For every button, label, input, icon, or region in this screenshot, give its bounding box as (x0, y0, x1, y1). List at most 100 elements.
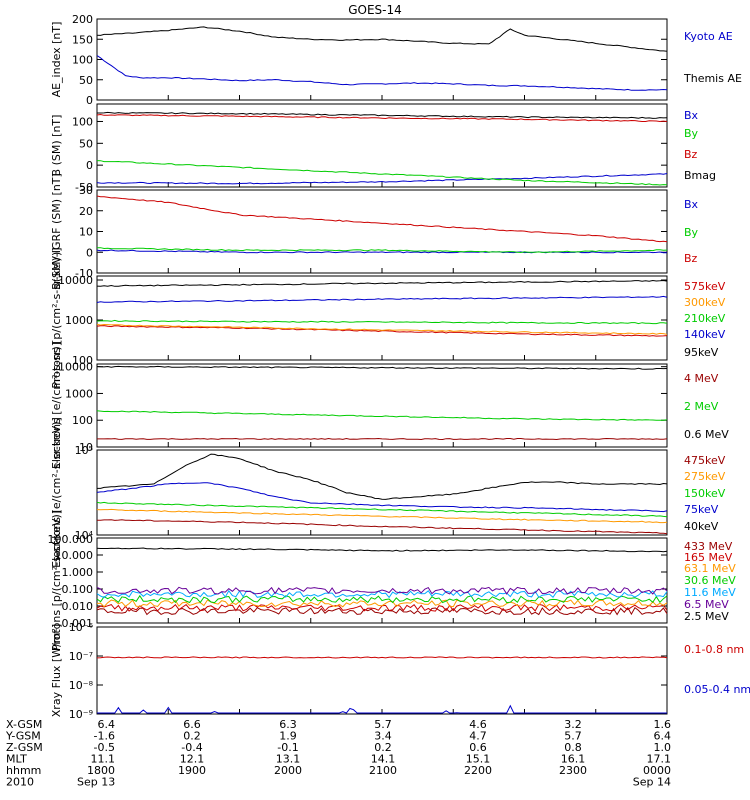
y-axis-label: Protons [p/(cm²-s-sr-keV)] (50, 247, 63, 388)
series-line-by (96, 160, 668, 186)
legend-label: 30.6 MeV (684, 574, 736, 587)
x-axis-value: 12.1 (180, 753, 205, 766)
x-axis-value: -0.4 (181, 741, 202, 754)
series-line-63-1-mev (96, 599, 668, 608)
series-line-0-6-mev (96, 365, 668, 370)
y-tick-label: 0 (86, 159, 93, 172)
y-tick-label: 0.100 (62, 583, 94, 596)
series-line-6-5-mev (96, 586, 668, 595)
x-axis-value: 2300 (559, 764, 587, 777)
x-axis-value: 14.1 (371, 753, 396, 766)
legend-label: 4 MeV (684, 372, 719, 385)
y-tick-label: 1.000 (62, 566, 94, 579)
y-tick-label: 100 (72, 354, 93, 367)
legend-label: Bx (684, 198, 699, 211)
panel-7: 10.000 1.000 0.100 0.010 0.001 100.000Protons… (48, 510, 737, 651)
x-axis-value: 0.8 (564, 741, 582, 754)
plot-title: GOES-14 (348, 3, 402, 17)
y-axis-label: AE_index [nT] (50, 22, 63, 98)
series-line-40kev (97, 453, 668, 500)
x-axis-value: 6.3 (279, 718, 297, 731)
y-tick-label: 10 (79, 441, 93, 454)
legend-label: 6.5 MeV (684, 598, 729, 611)
y-tick-label: 10 (79, 226, 93, 239)
x-axis-value: -0.1 (277, 741, 298, 754)
series-line-themis-ae (96, 26, 668, 52)
panel-3: 30 20 10 0 -10 B(SM)-IGRF (SM) [nT] Bx By Bz (50, 173, 699, 290)
y-tick-label: 0.010 (62, 600, 94, 613)
series-line-bz (96, 195, 668, 243)
x-axis-value: 1.9 (279, 730, 297, 743)
y-tick-label: 10000 (58, 274, 93, 287)
x-axis-table: X-GSM 6.4 6.6 6.3 5.7 4.6 3.2 1.6 Y-GSM -1.6 0.2 1.… (5, 718, 671, 789)
x-axis-value: 16.1 (561, 753, 586, 766)
y-axis-label: Xray Flux [W/m²] (50, 624, 63, 717)
y-tick-label: 10⁻⁶ (69, 621, 94, 634)
legend-label: 433 MeV (684, 540, 733, 553)
x-axis-value: 6.4 (98, 718, 116, 731)
panel-frame (96, 275, 668, 361)
series-line-275kev (96, 508, 668, 524)
legend-label: 2 MeV (684, 400, 719, 413)
x-axis-value: 5.7 (374, 718, 392, 731)
legend-label: 575keV (684, 280, 726, 293)
series-line-30-6-mev (96, 594, 668, 604)
x-axis-value: 0000 (643, 764, 671, 777)
panel-2: 100 50 0 -50 B (SM) [nT] Bx By Bz Bmag (50, 103, 716, 194)
x-axis-row-label: hhmm (6, 764, 41, 777)
legend-label: 95keV (684, 346, 719, 359)
x-axis-value: 1900 (178, 764, 206, 777)
y-axis-label: B (SM) [nT] (50, 115, 63, 177)
x-axis-value: 1.6 (654, 718, 672, 731)
series-line-bmag (97, 111, 668, 119)
y-tick-label: 50 (79, 74, 93, 87)
x-axis-row-label: Z-GSM (6, 741, 43, 754)
y-tick-label: 100.000 (48, 533, 94, 546)
x-axis-value: 4.6 (469, 718, 487, 731)
legend-label: 300keV (684, 296, 726, 309)
legend-label: 0.1-0.8 nm (684, 643, 744, 656)
legend-label: By (684, 226, 699, 239)
y-tick-label: 1000 (65, 387, 93, 400)
x-axis-row-label: Y-GSM (5, 730, 41, 743)
y-tick-label: 10⁻⁸ (69, 679, 94, 692)
legend-label: 140keV (684, 328, 726, 341)
series-line-300kev (96, 323, 668, 335)
y-tick-label: 10000 (58, 361, 93, 374)
x-axis-value: 17.1 (647, 753, 672, 766)
x-axis-value: 6.4 (654, 730, 672, 743)
x-axis-value: 4.7 (469, 730, 487, 743)
legend-label: Themis AE (683, 72, 742, 85)
x-axis-value: Sep 14 (633, 776, 671, 789)
legend-label: 2.5 MeV (684, 610, 729, 623)
x-axis-value: 0.2 (183, 730, 201, 743)
legend-label: 11.6 MeV (684, 586, 736, 599)
y-tick-label: -10 (75, 267, 93, 280)
series-line-0-05-0-4-nm (97, 704, 667, 714)
series-line-by (97, 247, 668, 254)
y-tick-label: 10⁵ (75, 444, 93, 457)
y-tick-label: 200 (72, 13, 93, 26)
y-axis-label: Electrons [e/(cm²-s-sr)] (50, 342, 63, 469)
x-axis-value: 0.6 (469, 741, 487, 754)
legend-label: Bz (684, 148, 698, 161)
y-tick-label: 10⁻⁷ (69, 650, 93, 663)
series-line-bx (96, 173, 668, 185)
x-axis-row-label: X-GSM (6, 718, 42, 731)
y-tick-label: 0 (86, 94, 93, 107)
y-tick-label: 30 (79, 184, 93, 197)
y-tick-label: -50 (75, 181, 93, 194)
x-axis-value: 13.1 (276, 753, 301, 766)
x-axis-value: 3.4 (374, 730, 392, 743)
x-axis-value: 1800 (87, 764, 115, 777)
y-tick-label: 0 (86, 246, 93, 259)
series-line-kyoto-ae (96, 55, 668, 91)
y-axis-label: Protons [p/(cm²-s-sr-keV)] (50, 510, 63, 651)
series-line-2-5-mev (96, 547, 668, 553)
x-axis-value: 15.1 (466, 753, 491, 766)
y-tick-label: 10.000 (55, 549, 94, 562)
x-axis-value: 0.2 (374, 741, 392, 754)
legend-label: 75keV (684, 503, 719, 516)
series-line-150kev (96, 501, 668, 518)
